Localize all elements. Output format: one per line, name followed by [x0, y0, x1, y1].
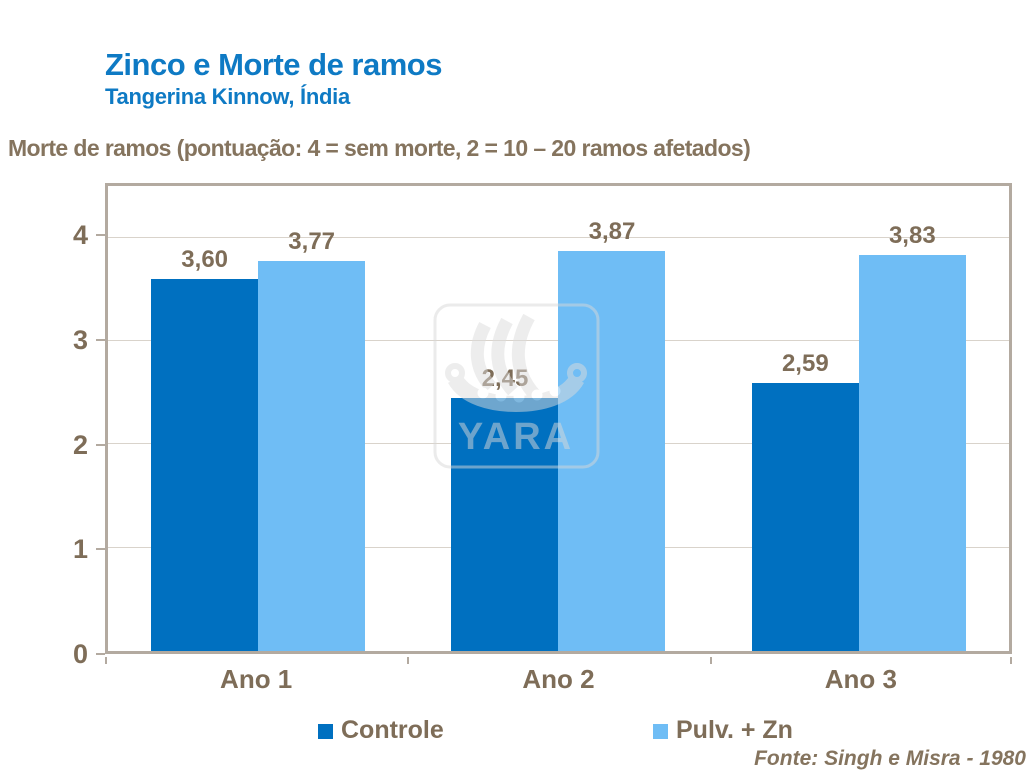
- y-axis-description: Morte de ramos (pontuação: 4 = sem morte…: [8, 135, 751, 161]
- page-subtitle: Tangerina Kinnow, Índia: [105, 84, 350, 109]
- bar-pulv-zn-ano-3: [858, 255, 966, 651]
- x-axis-label-ano-1: Ano 1: [220, 664, 293, 694]
- source-citation: Fonte: Singh e Misra - 1980: [754, 747, 1026, 770]
- bar-controle-ano-3: [751, 383, 859, 651]
- y-axis-tick-mark: [96, 234, 105, 237]
- bar-controle-ano-2: [451, 397, 559, 651]
- x-axis-tick-mark: [407, 657, 410, 664]
- bar-groups: 3,60 3,77 2,45 3,87 2,59 3,83: [108, 186, 1009, 651]
- legend-swatch-pulv-zn: [653, 723, 668, 739]
- bar-controle-ano-1: [151, 279, 259, 651]
- x-axis-tick-mark: [709, 657, 712, 664]
- value-label-controle-ano-2: 2,45: [481, 364, 529, 392]
- bar-group-ano-3: 2,59 3,83: [709, 186, 1009, 651]
- bar-pulv-zn-ano-1: [258, 261, 366, 651]
- legend-item-controle: Controle: [318, 716, 444, 744]
- y-axis-tick-label: 4: [72, 220, 88, 251]
- bar-wrap-controle-ano-1: 3,60: [151, 186, 259, 651]
- value-label-pulv-zn-ano-2: 3,87: [588, 218, 636, 246]
- bar-wrap-pulv-zn-ano-1: 3,77: [258, 186, 366, 651]
- bar-wrap-pulv-zn-ano-3: 3,83: [858, 186, 966, 651]
- value-label-pulv-zn-ano-3: 3,83: [888, 222, 936, 250]
- y-axis-tick-label: 3: [72, 325, 88, 355]
- x-axis-label-ano-3: Ano 3: [824, 664, 897, 694]
- plot-area: 3,60 3,77 2,45 3,87 2,59 3,83: [105, 183, 1012, 654]
- value-label-controle-ano-3: 2,59: [781, 350, 829, 378]
- bar-group-ano-1: 3,60 3,77: [108, 186, 408, 651]
- bar-group-ano-2: 2,45 3,87: [408, 186, 708, 651]
- y-axis-tick-mark: [96, 339, 105, 341]
- bar-wrap-controle-ano-3: 2,59: [751, 186, 859, 651]
- y-axis-tick-mark: [96, 548, 105, 551]
- y-axis-tick-label: 1: [72, 534, 88, 565]
- legend-item-pulv-zn: Pulv. + Zn: [653, 716, 793, 744]
- bar-wrap-controle-ano-2: 2,45: [451, 186, 559, 651]
- x-axis-label-ano-2: Ano 2: [522, 664, 595, 694]
- x-axis-tick-mark: [1010, 657, 1012, 664]
- y-axis-tick-mark: [96, 653, 105, 655]
- legend-label-pulv-zn: Pulv. + Zn: [676, 715, 793, 744]
- page-title: Zinco e Morte de ramos: [105, 47, 442, 82]
- y-axis-tick-mark: [96, 443, 105, 446]
- bar-pulv-zn-ano-2: [558, 251, 666, 651]
- y-axis-tick-label: 2: [72, 429, 88, 460]
- legend-label-controle: Controle: [341, 715, 444, 744]
- bar-wrap-pulv-zn-ano-2: 3,87: [558, 186, 666, 651]
- gridline-4: [108, 236, 1009, 238]
- x-axis-labels: Ano 1 Ano 2 Ano 3: [105, 664, 1012, 698]
- value-label-controle-ano-1: 3,60: [181, 246, 229, 273]
- value-label-pulv-zn-ano-1: 3,77: [288, 228, 336, 256]
- x-axis-tick-mark: [105, 657, 107, 664]
- y-axis-tick-label: 0: [72, 639, 88, 669]
- legend-swatch-controle: [318, 723, 333, 739]
